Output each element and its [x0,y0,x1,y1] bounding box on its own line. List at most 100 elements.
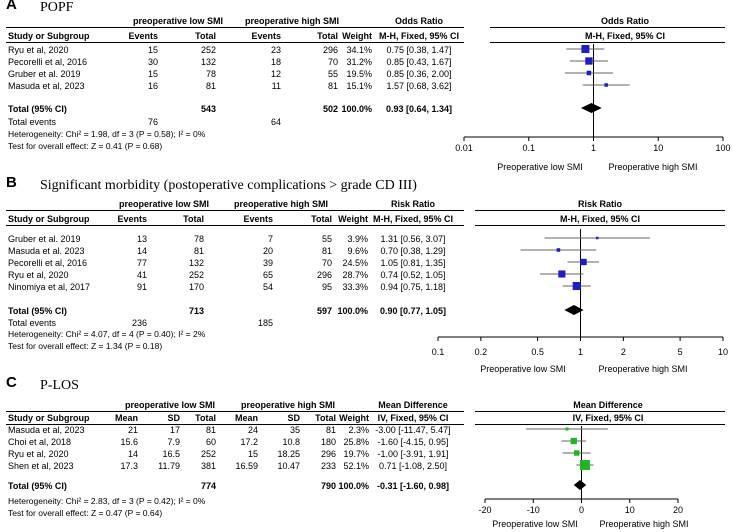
study-square [580,258,587,266]
weight: 25.8% [343,437,369,447]
measure-method: M-H, Fixed, 95% CI [372,214,453,224]
panel-title: P-LOS [40,378,79,393]
measure-title: Mean Difference [378,400,448,410]
ci-text: 1.57 [0.68, 3.62] [386,81,452,91]
favours-left-label: Preoperative low SMI [497,162,583,172]
column-rule [6,424,464,425]
high-total: 296 [322,45,338,55]
high-events: 39 [262,258,273,268]
header-rule [6,210,464,211]
col-events-header: Events [251,31,281,41]
high-total: 55 [321,234,332,244]
ci-text: 0.85 [0.43, 1.67] [386,57,452,67]
high-total: 296 [316,270,332,280]
favours-left-label: Preoperative low SMI [480,364,566,374]
heterogeneity: Heterogeneity: Chi² = 1.98, df = 3 (P = … [8,129,206,139]
plot-header-rule [475,411,725,412]
low-total: 132 [200,57,216,67]
ci-text: -3.00 [-11.47, 5.47] [375,425,451,435]
measure-title: Risk Ratio [390,199,435,209]
panel-letter: B [6,174,17,191]
low-total-n: 543 [200,104,216,114]
low-total: 60 [205,437,216,447]
col-total-header: Total [311,214,332,224]
low-events: 15 [147,45,158,55]
low-total: 252 [200,449,216,459]
high-total-events: 185 [257,318,273,328]
high-total: 95 [321,282,332,292]
column-rule [6,42,464,43]
col-total-header: Total [317,31,338,41]
ci-text: 0.74 [0.52, 1.05] [380,270,446,280]
ci-text: 0.70 [0.38, 1.29] [380,246,446,256]
col-weight-header: Weight [342,31,372,41]
study-name: Shen et al, 2023 [8,461,74,471]
weight: 28.7% [342,270,368,280]
high-total: 81 [325,425,336,435]
heterogeneity: Heterogeneity: Chi² = 4.07, df = 4 (P = … [8,329,206,339]
high-events: 23 [270,45,281,55]
study-square [573,450,580,456]
low-total: 81 [205,425,216,435]
plot-measure-title: Odds Ratio [600,16,649,26]
group-high-header: preoperative high SMI [244,16,340,26]
study-name: Ryu et al, 2020 [8,45,69,55]
total-events-label: Total events [8,318,57,328]
x-tick-label: 0.1 [522,143,535,153]
measure-method: M-H, Fixed, 95% CI [378,31,459,41]
high-events: 12 [270,69,281,79]
study-name: Masuda et al, 2023 [8,425,85,435]
x-tick-label: 0.1 [432,347,445,357]
high-mean: 16.59 [235,461,258,471]
plot-measure-method: IV, Fixed, 95% CI [572,413,644,423]
low-total-events: 76 [147,117,158,127]
high-total-n: 597 [316,306,332,316]
col-events-header: Events [243,214,273,224]
low-events: 30 [147,57,158,67]
x-tick-label: 10 [653,143,663,153]
col-events-header: Events [117,214,147,224]
high-total-events: 64 [270,117,281,127]
low-total: 78 [193,234,204,244]
low-total: 170 [188,282,204,292]
ci-text: -1.00 [-3.91, 1.91] [377,449,449,459]
high-sd: 10.47 [277,461,300,471]
study-square [572,282,581,290]
study-square [579,460,590,470]
low-total: 81 [193,246,204,256]
group-low-header: preoperative low SMI [124,400,216,410]
low-total: 78 [205,69,216,79]
weight: 52.1% [343,461,369,471]
x-tick-label: -10 [527,505,540,515]
high-sd: 10.8 [282,437,300,447]
study-name: Pecorelli et al, 2016 [8,57,88,67]
x-tick-label: 0.5 [531,347,544,357]
low-events: 41 [136,270,147,280]
low-total: 381 [200,461,216,471]
x-tick-label: 0 [579,505,584,515]
panel-letter: A [6,0,17,13]
study-name: Masuda et al, 2023 [8,81,85,91]
study-name: Choi et al, 2018 [8,437,72,447]
weight: 19.7% [343,449,369,459]
panel-title: POPF [40,0,74,15]
ci-text: 0.71 [-1.08, 2.50] [378,461,448,471]
total-label: Total (95% CI) [8,306,67,316]
col-total-header: Total [195,413,216,423]
total-events-label: Total events [8,117,57,127]
low-sd: 11.79 [158,461,180,471]
study-square [558,270,566,278]
x-tick-label: 1 [591,143,596,153]
high-sd: 18.25 [277,449,300,459]
total-ci-text: 0.93 [0.64, 1.34] [385,104,453,114]
weight: 15.1% [346,81,372,91]
high-events: 54 [262,282,273,292]
low-sd: 17 [169,425,180,435]
study-name: Pecorelli et al, 2016 [8,258,88,268]
plot-column-rule [475,424,725,425]
panel-letter: C [6,374,17,391]
col-sd-header: SD [167,413,180,423]
overall-effect: Test for overall effect: Z = 0.47 (P = 0… [8,508,163,518]
measure-title: Odds Ratio [394,16,443,26]
low-total: 252 [188,270,204,280]
